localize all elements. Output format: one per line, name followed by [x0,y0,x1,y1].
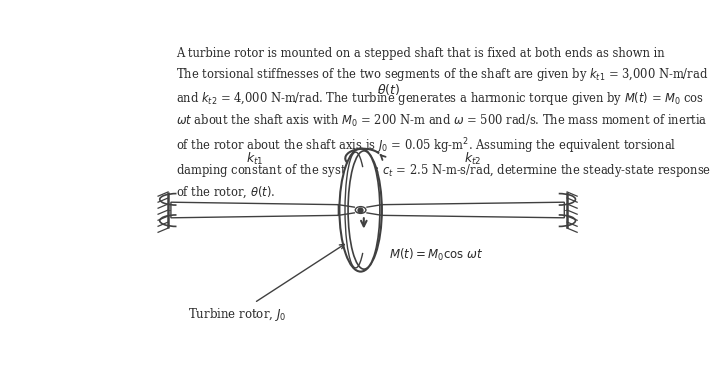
Text: $k_{t2}$: $k_{t2}$ [464,151,481,168]
Text: $k_{t1}$: $k_{t1}$ [246,151,264,168]
Ellipse shape [348,151,380,269]
Text: Turbine rotor, $J_0$: Turbine rotor, $J_0$ [188,244,344,323]
Polygon shape [382,202,564,218]
Text: A turbine rotor is mounted on a stepped shaft that is fixed at both ends as show: A turbine rotor is mounted on a stepped … [176,47,711,200]
Text: $\theta(t)$: $\theta(t)$ [377,82,400,97]
Polygon shape [171,202,338,218]
Ellipse shape [356,207,366,213]
Text: $M(t) = M_0 \cos\,\omega t$: $M(t) = M_0 \cos\,\omega t$ [389,247,483,263]
Ellipse shape [339,149,382,272]
